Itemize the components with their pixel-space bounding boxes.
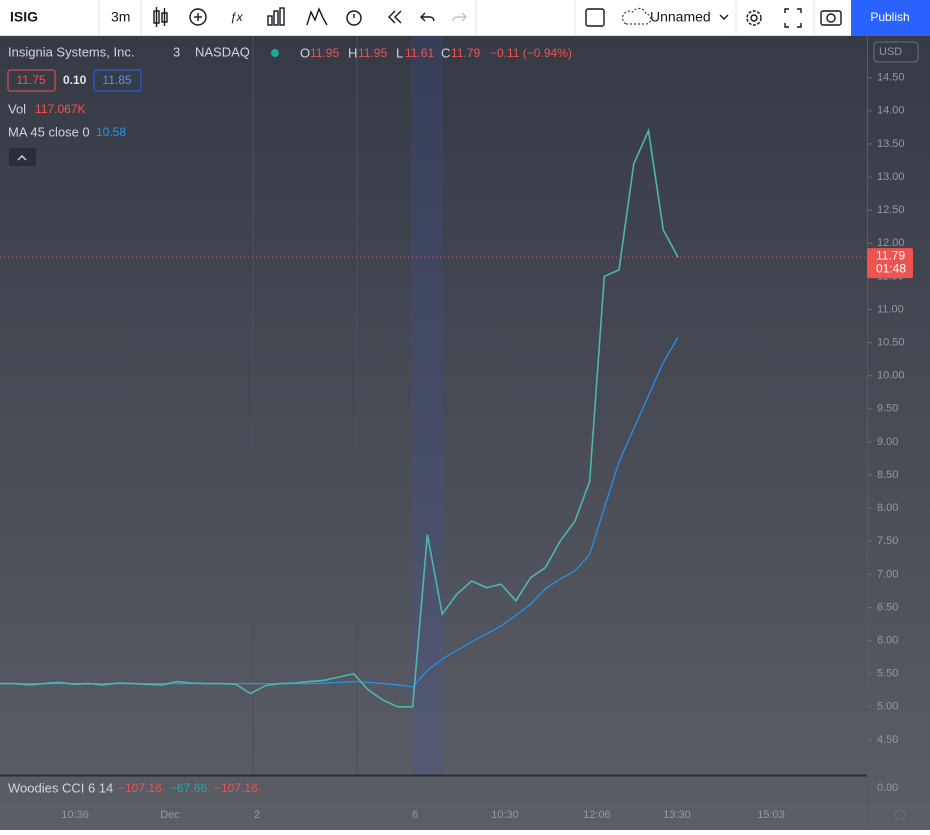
low-value: 11.61 bbox=[405, 46, 434, 60]
symbol[interactable]: ISIG bbox=[10, 9, 38, 25]
volume-label: Vol bbox=[8, 101, 26, 116]
close-label: C bbox=[441, 45, 450, 60]
low-label: L bbox=[396, 45, 403, 60]
open-label: O bbox=[300, 45, 310, 60]
price-tag-countdown: 01:48 bbox=[876, 261, 906, 275]
currency-box[interactable] bbox=[873, 41, 919, 63]
ma-label: MA 45 close 0 bbox=[8, 124, 90, 139]
ask-box[interactable] bbox=[93, 69, 142, 92]
indicator-axis-label: 0.00 bbox=[877, 782, 898, 794]
y-tick-label: 10.50 bbox=[877, 336, 905, 348]
y-tick-label: 14.50 bbox=[877, 72, 905, 84]
high-label: H bbox=[348, 45, 357, 60]
close-value: 11.79 bbox=[451, 46, 480, 60]
ma-value: 10.58 bbox=[96, 125, 126, 139]
exchange: NASDAQ bbox=[195, 44, 250, 59]
bid-box[interactable] bbox=[7, 69, 56, 92]
bid[interactable]: 11.75 bbox=[16, 73, 45, 87]
fullscreen-toggle[interactable] bbox=[585, 8, 605, 27]
y-tick-label: 9.50 bbox=[877, 403, 898, 415]
redo-icon bbox=[452, 12, 467, 22]
snapshot-icon[interactable] bbox=[820, 10, 842, 26]
axis-settings[interactable] bbox=[894, 809, 906, 821]
legend-interval: 3 bbox=[173, 44, 180, 59]
volume-value: 117.067K bbox=[35, 102, 86, 116]
price-line bbox=[0, 127, 679, 708]
undo-icon[interactable] bbox=[420, 12, 435, 22]
y-tick-label: 12.00 bbox=[877, 237, 905, 249]
x-tick-label: 12:06 bbox=[583, 809, 611, 821]
x-tick-label: 13:30 bbox=[663, 809, 691, 821]
currency[interactable]: USD bbox=[879, 46, 902, 58]
y-tick-label: 5.00 bbox=[877, 701, 898, 713]
templates-icon[interactable] bbox=[306, 7, 328, 26]
fx-icon[interactable]: ƒx bbox=[230, 10, 244, 24]
spread: 0.10 bbox=[63, 73, 87, 87]
x-tick-label: 10:36 bbox=[61, 809, 89, 821]
candles-icon[interactable] bbox=[153, 7, 168, 27]
y-tick-label: 11.00 bbox=[877, 303, 904, 315]
indicator-v2: −67.66 bbox=[170, 781, 207, 795]
chart-background bbox=[0, 36, 930, 830]
ask[interactable]: 11.85 bbox=[102, 73, 131, 87]
alert-icon[interactable] bbox=[346, 10, 362, 26]
indicator-v3: −107.16 bbox=[214, 781, 258, 795]
session-highlight bbox=[411, 36, 443, 776]
y-tick-label: 4.50 bbox=[877, 734, 898, 746]
y-tick-label: 9.00 bbox=[877, 436, 898, 448]
high-value: 11.95 bbox=[358, 46, 387, 60]
open-value: 11.95 bbox=[310, 46, 339, 60]
maximize-icon[interactable] bbox=[784, 8, 802, 28]
y-tick-label: 7.50 bbox=[877, 535, 898, 547]
x-tick-label: 2 bbox=[254, 809, 260, 821]
market-status[interactable] bbox=[271, 49, 279, 57]
publish-label[interactable]: Publish bbox=[870, 10, 909, 24]
x-tick-label: 10:30 bbox=[491, 809, 519, 821]
y-tick-label: 12.50 bbox=[877, 204, 905, 216]
y-tick-label: 6.00 bbox=[877, 634, 898, 646]
y-tick-label: 5.50 bbox=[877, 668, 898, 680]
y-tick-label: 14.00 bbox=[877, 105, 905, 117]
layout-name[interactable]: Unnamed bbox=[650, 9, 711, 25]
y-tick-label: 8.50 bbox=[877, 469, 898, 481]
y-tick-label: 10.00 bbox=[877, 370, 905, 382]
x-tick-label: 15:03 bbox=[757, 809, 785, 821]
collapse-icon[interactable] bbox=[17, 155, 27, 161]
y-tick-label: 13.00 bbox=[877, 171, 905, 183]
x-tick-label: Dec bbox=[160, 809, 180, 821]
indicator-v1: −107.16 bbox=[118, 781, 162, 795]
add-indicator-icon[interactable] bbox=[189, 8, 207, 26]
price-tag-value: 11.79 bbox=[876, 248, 905, 262]
publish-button[interactable] bbox=[851, 0, 930, 36]
change: −0.11 (−0.94%) bbox=[490, 46, 572, 60]
dropdown-icon[interactable] bbox=[719, 14, 729, 20]
y-tick-label: 13.50 bbox=[877, 138, 905, 150]
replay-icon-2 bbox=[394, 10, 402, 24]
replay-icon[interactable] bbox=[388, 10, 396, 24]
y-tick-label: 7.00 bbox=[877, 568, 898, 580]
y-tick-label: 8.00 bbox=[877, 502, 898, 514]
indicator-name: Woodies CCI 6 14 bbox=[8, 780, 113, 795]
symbol-name: Insignia Systems, Inc. bbox=[8, 44, 134, 59]
settings-icon[interactable] bbox=[746, 10, 762, 26]
x-tick-label: 6 bbox=[412, 809, 418, 821]
y-tick-label: 6.50 bbox=[877, 601, 898, 613]
interval[interactable]: 3m bbox=[111, 9, 130, 25]
price-tag bbox=[867, 248, 913, 279]
compare-icon[interactable] bbox=[267, 7, 285, 26]
